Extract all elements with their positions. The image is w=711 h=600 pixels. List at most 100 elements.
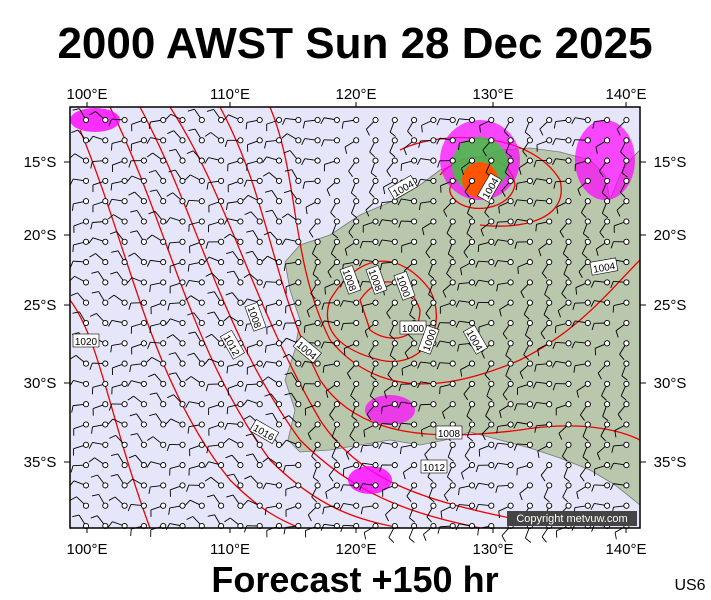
barb-flag xyxy=(109,231,117,235)
barb-flag xyxy=(505,375,512,381)
barb-station xyxy=(256,482,263,489)
barb-station xyxy=(198,380,205,387)
barb-station xyxy=(488,462,495,469)
barb-station xyxy=(353,421,360,428)
barb-station xyxy=(449,279,456,286)
barb-flag xyxy=(467,212,474,219)
barb-station xyxy=(430,279,437,286)
barb-flag xyxy=(204,358,210,365)
barb-flag xyxy=(283,190,291,194)
barb-flag xyxy=(146,357,153,363)
barb-station xyxy=(218,441,225,448)
barb-station xyxy=(160,238,167,245)
barb-station xyxy=(140,421,147,428)
barb-flag xyxy=(302,181,306,189)
barb-flag xyxy=(457,283,460,291)
barb-flag xyxy=(90,161,93,169)
barb-station xyxy=(179,380,186,387)
barb-flag xyxy=(185,401,190,409)
barb-station xyxy=(179,238,186,245)
barb-flag xyxy=(421,228,425,236)
barb-flag xyxy=(534,425,537,433)
barb-station xyxy=(179,116,186,124)
barb-station xyxy=(82,299,90,306)
barb-station xyxy=(526,116,533,124)
lon-label: 100°E xyxy=(66,86,107,103)
isobar-label-box xyxy=(462,324,488,355)
barb-station xyxy=(488,259,495,266)
barb-station xyxy=(121,279,128,286)
barb-flag xyxy=(187,312,194,316)
barb-flag xyxy=(543,314,550,320)
barb-station xyxy=(198,482,205,489)
barb-flag xyxy=(524,131,531,137)
barb-station xyxy=(237,137,244,144)
barb-station xyxy=(604,319,611,327)
barb-station xyxy=(468,157,476,164)
barb-station xyxy=(237,198,244,205)
barb-flag xyxy=(72,203,74,211)
barb-flag xyxy=(185,295,192,301)
barb-flag xyxy=(165,418,172,425)
barb-station xyxy=(121,421,128,428)
barb-flag xyxy=(168,352,176,355)
barb-station xyxy=(372,462,379,469)
barb-station xyxy=(546,259,553,266)
isobar-label-text: 1008 xyxy=(438,429,461,440)
barb-flag xyxy=(359,281,363,289)
barb-flag xyxy=(556,206,559,214)
barb-station xyxy=(198,299,205,306)
barb-station xyxy=(140,299,147,306)
isobar-label-box xyxy=(72,333,100,348)
barb-station xyxy=(198,462,205,469)
barb-flag xyxy=(401,368,404,376)
barb-station xyxy=(468,482,476,489)
barb-station xyxy=(468,259,476,266)
barb-flag xyxy=(243,180,248,187)
barb-station xyxy=(430,421,437,428)
barb-flag xyxy=(409,517,416,523)
barb-flag xyxy=(165,217,171,224)
barb-station xyxy=(160,462,167,469)
barb-station xyxy=(584,116,591,124)
barb-station xyxy=(353,401,360,408)
barb-station xyxy=(275,482,283,489)
barb-flag xyxy=(520,291,525,299)
barb-flag xyxy=(467,436,474,442)
barb-flag xyxy=(322,365,325,373)
barb-flag xyxy=(463,251,469,259)
barb-station xyxy=(507,218,514,225)
barb-station xyxy=(82,360,90,367)
barb-station xyxy=(160,380,167,387)
barb-station xyxy=(218,279,225,286)
barb-station xyxy=(488,319,495,327)
barb-flag xyxy=(417,179,421,186)
barb-station xyxy=(237,319,244,327)
barb-station xyxy=(160,482,167,489)
barb-flag xyxy=(620,395,627,401)
barb-flag xyxy=(389,334,396,340)
lat-label: 30°S xyxy=(654,375,687,392)
barb-station xyxy=(565,319,572,327)
barb-flag xyxy=(378,239,383,247)
barb-station xyxy=(488,137,495,144)
barb-flag xyxy=(563,273,570,279)
barb-flag xyxy=(225,292,233,296)
barb-station xyxy=(160,279,167,286)
barb-flag xyxy=(515,183,518,191)
barb-flag xyxy=(379,202,383,210)
barb-station xyxy=(604,441,611,448)
barb-flag xyxy=(184,499,191,506)
barb-station xyxy=(314,157,321,164)
barb-flag xyxy=(343,348,346,356)
barb-flag xyxy=(91,494,99,497)
barb-flag xyxy=(186,516,194,520)
barb-flag xyxy=(262,156,267,163)
barb-station xyxy=(256,401,263,408)
barb-flag xyxy=(619,354,625,360)
barb-flag xyxy=(147,342,151,349)
barb-flag xyxy=(149,392,157,395)
barb-station xyxy=(121,238,128,245)
barb-flag xyxy=(265,209,273,213)
barb-flag xyxy=(130,210,138,213)
